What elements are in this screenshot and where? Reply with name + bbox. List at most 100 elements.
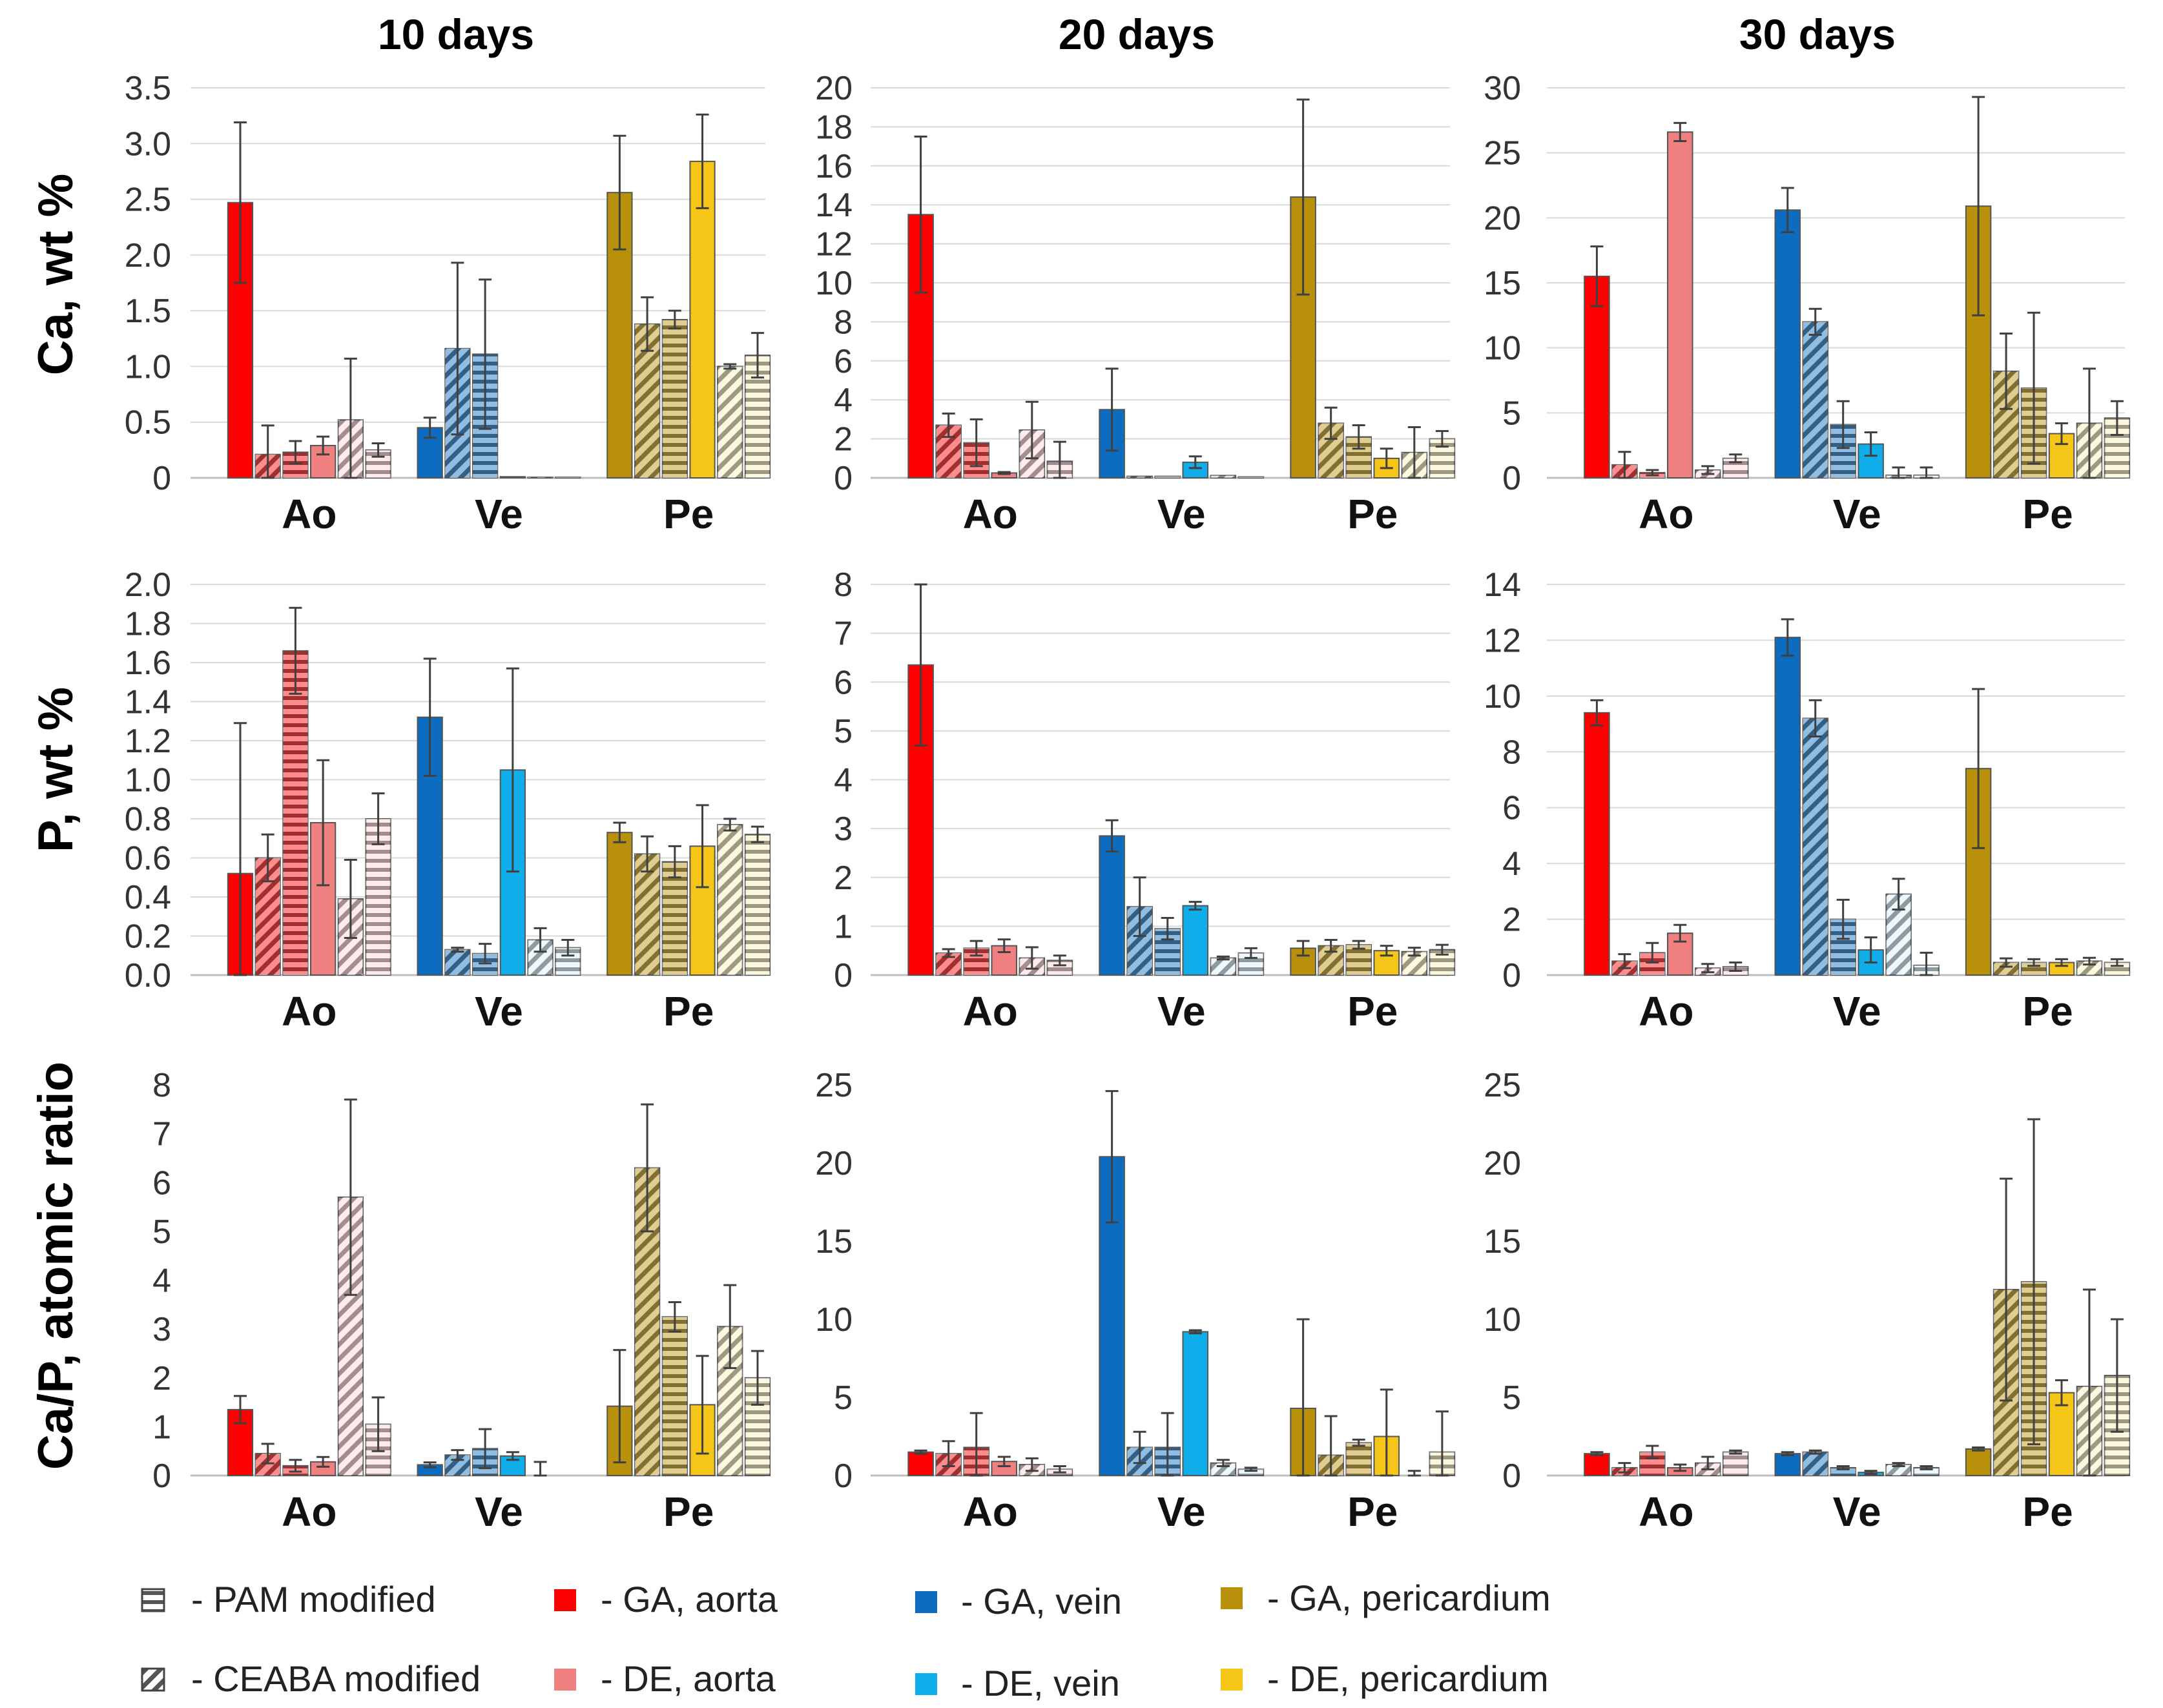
legend-label-ceaba-modified: - CEABA modified [191, 1658, 481, 1699]
bar-ao-light [310, 435, 336, 478]
y-tick-label: 25 [1484, 1067, 1521, 1104]
bar-ao-horiz [963, 1412, 989, 1477]
bar-ao-horiz [282, 606, 309, 976]
bar-pe-diag [634, 1103, 661, 1476]
bar-ao-diag [935, 412, 962, 479]
y-tick-label: 1 [834, 908, 853, 945]
bar-hatch-diagonal [718, 366, 743, 478]
bar-ve-solid [1099, 819, 1125, 976]
bar-ve-solid [417, 1461, 443, 1477]
bar-pe-ldiag [2076, 1288, 2103, 1477]
column-title-30-days: 30 days [1739, 10, 1896, 58]
bar-ve-lhoriz [1913, 951, 1940, 976]
x-category-label: Ao [963, 1488, 1018, 1535]
y-tick-label: 0.0 [125, 957, 171, 994]
bar-pe-light [1373, 448, 1400, 478]
bar-ve-horiz [471, 278, 499, 479]
column-title-20-days: 20 days [1059, 10, 1215, 58]
chart-panel-3-1: 0 1 2 3 4 5 6 7 8 Ao Ve Pe [152, 1067, 771, 1535]
y-tick-label: 20 [815, 1145, 853, 1182]
swatch-ga-vein [915, 1591, 937, 1613]
y-tick-label: 8 [834, 304, 853, 341]
legend-label-de-vein: - DE, vein [961, 1663, 1120, 1703]
bar-ao-ldiag [1019, 1457, 1046, 1477]
column-title-10-days: 10 days [378, 10, 534, 58]
bar-ao-solid [1584, 245, 1610, 478]
bar-ao-light [1667, 923, 1693, 976]
bar-pe-solid [1290, 98, 1316, 478]
y-tick-label: 2 [834, 859, 853, 897]
bar-ao-diag [935, 1440, 962, 1477]
bar-pe-light [689, 1355, 716, 1476]
bar-ao-light [310, 759, 336, 976]
bar-hatch-diagonal [1803, 718, 1828, 975]
bar-pe-horiz [661, 1301, 688, 1476]
bar-pe-diag [634, 835, 661, 976]
bar-pe-solid [606, 821, 633, 976]
bar-ve-lhoriz [555, 939, 581, 976]
bar-ao-ldiag [337, 357, 364, 479]
x-category-label: Ao [282, 988, 336, 1034]
y-tick-label: 2.5 [125, 181, 171, 219]
bar-ao-diag [935, 948, 962, 976]
bar-ve-horiz [1154, 917, 1181, 976]
bar-pe-lhoriz [2104, 1318, 2131, 1477]
legend-item-de-vein: - DE, vein [915, 1663, 1120, 1703]
x-category-label: Ve [1833, 988, 1881, 1034]
legend-item-de-pericardium: - DE, pericardium [1221, 1658, 1549, 1699]
legend-label-de-aorta: - DE, aorta [601, 1658, 776, 1699]
y-tick-label: 8 [152, 1067, 171, 1104]
bar-pe-diag [1992, 1177, 2020, 1477]
y-tick-label: 10 [1484, 678, 1521, 715]
bar-pe-lhoriz [744, 332, 771, 479]
legend-item-ceaba-modified: - CEABA modified [141, 1658, 481, 1699]
bar-pe-horiz [1345, 1438, 1372, 1476]
x-category-label: Pe [1347, 491, 1398, 537]
bar-pe-lhoriz [744, 1350, 771, 1476]
x-category-label: Ve [1833, 491, 1881, 537]
y-tick-label: 8 [834, 566, 853, 604]
bar-hatch-horizontal [1238, 1469, 1264, 1476]
x-category-label: Ve [1157, 988, 1206, 1034]
x-category-label: Ao [1639, 988, 1693, 1034]
legend-item-ga-aorta: - GA, aorta [554, 1579, 778, 1620]
bar-pe-light [689, 804, 716, 976]
x-category-label: Ve [475, 988, 523, 1034]
bar-hatch-diagonal [1127, 476, 1152, 478]
bar-ao-light [310, 1456, 336, 1476]
legend-label-ga-pericardium: - GA, pericardium [1267, 1578, 1551, 1618]
y-tick-label: 0 [1502, 1457, 1521, 1495]
bar-ve-solid [417, 417, 443, 478]
bar-ao-ldiag [1695, 1456, 1721, 1476]
y-tick-label: 15 [815, 1223, 853, 1260]
bar-fill [1965, 1448, 1992, 1477]
y-tick-label: 0.5 [125, 404, 171, 442]
bar-pe-light [689, 113, 716, 478]
bar-ao-solid [227, 722, 254, 976]
bar-pe-horiz [661, 845, 688, 976]
bar-ao-diag [1611, 1462, 1638, 1476]
bar-ve-ldiag [1210, 1459, 1237, 1476]
bar-pe-horiz [2020, 311, 2047, 479]
x-category-label: Ve [475, 1488, 523, 1535]
bar-pe-diag [1318, 939, 1344, 976]
bar-ao-diag [254, 1443, 281, 1476]
bar-fill [1774, 637, 1801, 976]
legend-label-ga-aorta: - GA, aorta [601, 1579, 778, 1620]
bar-ao-solid [227, 121, 254, 478]
y-tick-label: 12 [1484, 622, 1521, 659]
bar-pe-horiz [661, 309, 688, 478]
x-category-label: Ao [282, 1488, 336, 1535]
bar-ve-horiz [1830, 400, 1856, 478]
bar-ao-solid [1584, 1451, 1610, 1477]
bar-ao-lhoriz [1046, 1465, 1073, 1477]
bar-ao-ldiag [1695, 963, 1721, 976]
y-tick-label: 0.4 [125, 879, 171, 916]
bar-hatch-horizontal [745, 834, 771, 975]
bar-ve-light [1858, 936, 1884, 976]
y-tick-label: 1.2 [125, 723, 171, 760]
bar-fill [1667, 131, 1693, 479]
y-tick-label: 1.6 [125, 644, 171, 682]
bar-ao-lhoriz [365, 442, 391, 478]
bar-ve-horiz [1154, 1412, 1181, 1477]
